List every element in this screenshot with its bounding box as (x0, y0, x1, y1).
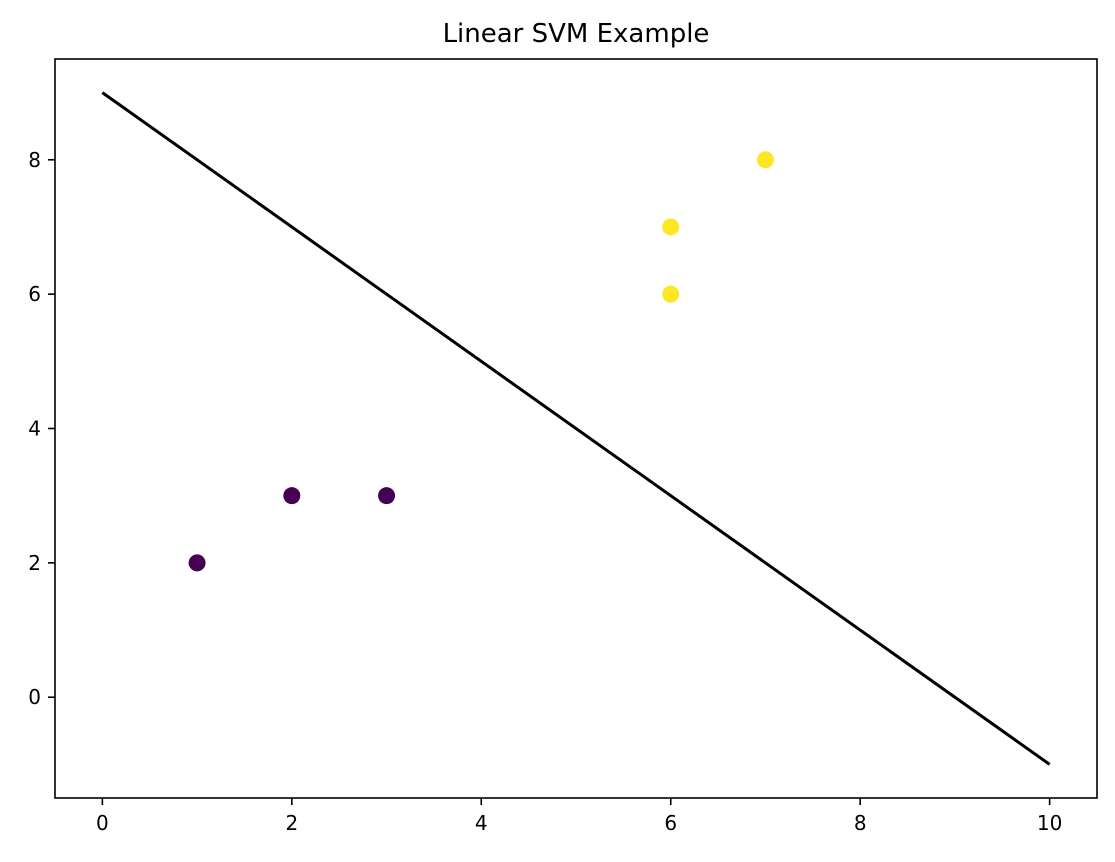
chart-title: Linear SVM Example (443, 19, 710, 49)
scatter-point-class-0 (378, 487, 396, 505)
x-tick-label: 2 (285, 811, 298, 835)
scatter-point-class-1 (756, 151, 774, 169)
y-tick-label: 4 (28, 417, 41, 441)
plot-area: 0 2 4 6 8 10 0 2 4 6 8 (28, 58, 1098, 835)
x-tick-label: 10 (1037, 811, 1062, 835)
y-tick-label: 2 (28, 551, 41, 575)
x-tick-label: 4 (475, 811, 488, 835)
scatter-point-class-0 (283, 487, 301, 505)
scatter-point-class-0 (188, 554, 206, 572)
decision-boundary-line (101, 91, 1051, 766)
y-tick-label: 0 (28, 685, 41, 709)
x-tick-label: 6 (664, 811, 677, 835)
scatter-point-class-1 (662, 218, 680, 236)
y-tick-label: 8 (28, 148, 41, 172)
x-tick-label: 8 (854, 811, 867, 835)
scatter-point-class-1 (662, 285, 680, 303)
x-tick-label: 0 (96, 811, 109, 835)
y-tick-label: 6 (28, 282, 41, 306)
